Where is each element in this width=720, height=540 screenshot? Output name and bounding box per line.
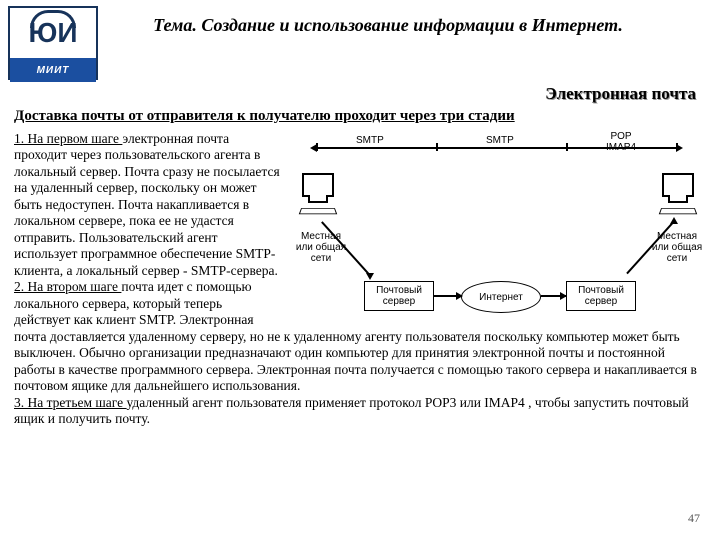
content: SMTP SMTP POP IMAP4 Местная или общая се… [0, 129, 720, 427]
p3-lead: 3. На третьем шаге [14, 395, 127, 410]
p2-lead: 2. На втором шаге [14, 279, 121, 294]
logo: ЮИ МИИТ [8, 6, 98, 80]
diagram-node-mailserver1: Почтовый сервер [364, 281, 434, 311]
diagram-line [436, 143, 438, 151]
diagram-label-pop: POP IMAP4 [606, 131, 636, 153]
paragraph-3: 3. На третьем шаге удаленный агент польз… [14, 395, 706, 428]
email-flow-diagram: SMTP SMTP POP IMAP4 Местная или общая се… [286, 133, 706, 323]
arrow-icon [366, 273, 374, 280]
arrow-icon [310, 144, 317, 152]
arrow-icon [676, 144, 683, 152]
header: ЮИ МИИТ Тема. Создание и использование и… [0, 0, 720, 82]
computer-icon [296, 173, 340, 217]
section-label: Электронная почта [0, 84, 720, 104]
p1-rest: электронная почта проходит через пользов… [14, 131, 280, 278]
logo-letters: ЮИ [10, 8, 96, 58]
logo-brand: МИИТ [10, 58, 96, 82]
arrow-icon [560, 292, 567, 300]
diagram-node-mailserver2: Почтовый сервер [566, 281, 636, 311]
page-title: Тема. Создание и использование информаци… [104, 6, 712, 37]
page-number: 47 [688, 511, 700, 526]
arrow-icon [670, 217, 678, 224]
subtitle: Доставка почты от отправителя к получате… [0, 104, 720, 129]
logo-arch-icon [30, 10, 76, 28]
diagram-label-smtp2: SMTP [486, 135, 514, 146]
diagram-node-internet: Интернет [461, 281, 541, 313]
diagram-line [566, 143, 568, 151]
p1-lead: 1. На первом шаге [14, 131, 122, 146]
computer-icon [656, 173, 700, 217]
diagram-label-smtp1: SMTP [356, 135, 384, 146]
arrow-icon [456, 292, 463, 300]
